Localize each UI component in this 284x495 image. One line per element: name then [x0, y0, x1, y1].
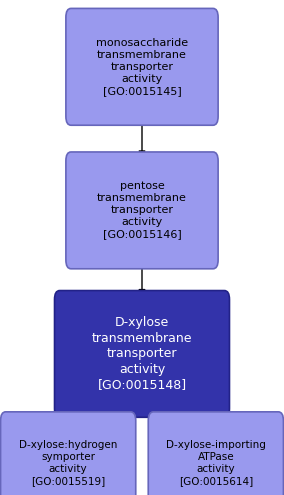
FancyBboxPatch shape: [66, 8, 218, 125]
Text: monosaccharide
transmembrane
transporter
activity
[GO:0015145]: monosaccharide transmembrane transporter…: [96, 38, 188, 96]
Text: pentose
transmembrane
transporter
activity
[GO:0015146]: pentose transmembrane transporter activi…: [97, 181, 187, 240]
Text: D-xylose-importing
ATPase
activity
[GO:0015614]: D-xylose-importing ATPase activity [GO:0…: [166, 440, 266, 486]
Text: D-xylose
transmembrane
transporter
activity
[GO:0015148]: D-xylose transmembrane transporter activ…: [92, 316, 192, 392]
FancyBboxPatch shape: [66, 152, 218, 269]
Text: D-xylose:hydrogen
symporter
activity
[GO:0015519]: D-xylose:hydrogen symporter activity [GO…: [19, 440, 117, 486]
FancyBboxPatch shape: [1, 412, 136, 495]
FancyBboxPatch shape: [55, 291, 229, 417]
FancyBboxPatch shape: [148, 412, 283, 495]
